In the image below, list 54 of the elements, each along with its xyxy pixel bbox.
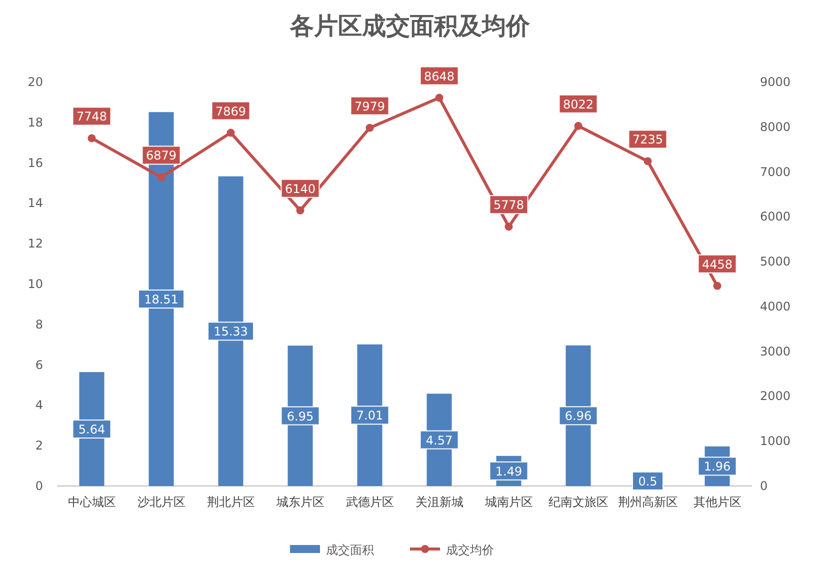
data-label: 6.96	[564, 409, 592, 424]
y-tick-label: 2	[35, 438, 43, 453]
y2-tick-label: 6000	[760, 210, 791, 224]
y-tick-label: 12	[28, 236, 43, 251]
data-label: 7748	[76, 110, 108, 124]
x-tick-label: 纪南文旅区	[548, 495, 608, 509]
legend-label: 成交面积	[326, 543, 374, 557]
data-label: 6.95	[286, 409, 314, 424]
y2-tick-label: 9000	[760, 75, 791, 89]
data-label: 7235	[632, 132, 664, 147]
data-label: 18.51	[144, 292, 178, 307]
data-label: 7979	[354, 99, 386, 114]
y2-tick-label: 0	[760, 479, 768, 493]
x-tick-label: 沙北片区	[137, 495, 186, 509]
y2-tick-label: 8000	[760, 120, 791, 134]
y-tick-label: 16	[28, 156, 43, 170]
data-label: 7869	[215, 104, 246, 118]
y-tick-label: 18	[28, 115, 43, 130]
data-label: 1.96	[704, 460, 731, 474]
y2-tick-label: 4000	[760, 299, 791, 314]
y-tick-label: 6	[35, 358, 43, 372]
y2-tick-label: 3000	[760, 344, 791, 358]
x-tick-label: 其他片区	[693, 495, 742, 509]
x-tick-label: 武德片区	[346, 495, 394, 509]
y-tick-label: 14	[28, 196, 43, 210]
data-label: 1.49	[495, 464, 522, 478]
x-tick-label: 荆北片区	[206, 495, 255, 509]
data-label: 15.33	[214, 324, 248, 339]
data-label: 8648	[424, 69, 455, 84]
data-label: 4458	[702, 257, 733, 272]
x-tick-label: 关沮新城	[415, 495, 464, 509]
x-tick-label: 中心城区	[68, 495, 116, 509]
data-label: 5.64	[78, 422, 106, 437]
data-label: 7.01	[356, 408, 384, 423]
y-tick-label: 10	[28, 277, 43, 291]
data-label: 5778	[493, 198, 524, 212]
title: 各片区成交面积及均价	[290, 12, 530, 40]
y2-tick-label: 1000	[760, 434, 791, 448]
y-tick-label: 20	[28, 75, 43, 89]
legend-label: 成交均价	[446, 543, 494, 557]
y-tick-label: 4	[35, 398, 43, 412]
data-label: 4.57	[426, 433, 453, 448]
x-tick-label: 城南片区	[484, 495, 533, 509]
x-tick-label: 荆州高新区	[618, 495, 678, 509]
x-tick-label: 城东片区	[275, 495, 324, 509]
y2-tick-label: 5000	[760, 254, 791, 269]
data-label: 0.5	[638, 474, 658, 488]
data-label: 6879	[146, 148, 177, 163]
data-label: 8022	[562, 97, 594, 112]
y-tick-label: 8	[35, 317, 43, 332]
y2-tick-label: 7000	[760, 164, 791, 179]
y2-tick-label: 2000	[760, 389, 791, 404]
y-tick-label: 0	[35, 479, 43, 493]
data-label: 6140	[284, 182, 316, 196]
